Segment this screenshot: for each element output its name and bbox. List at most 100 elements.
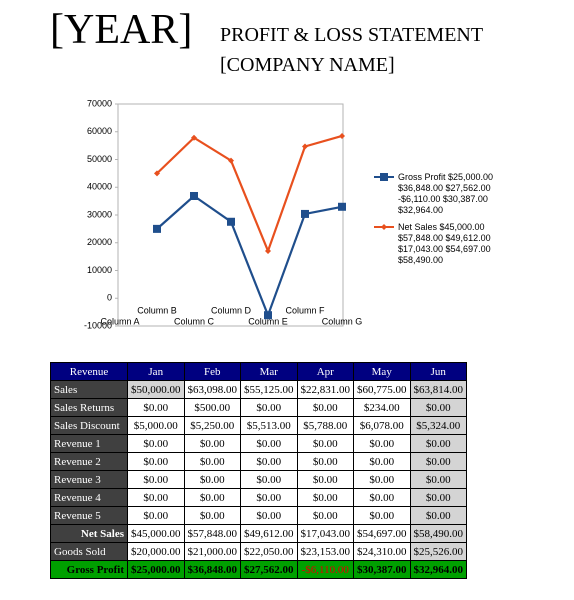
y-tick-label: 50000: [87, 154, 112, 164]
table-cell: $49,612.00: [240, 524, 298, 543]
table-cell: $25,000.00: [127, 560, 185, 579]
table-cell: $6,078.00: [353, 416, 411, 435]
table-cell: Revenue: [50, 362, 128, 381]
point: [338, 202, 346, 211]
table-cell: Gross Profit: [50, 560, 128, 579]
table-cell: $0.00: [127, 470, 185, 489]
table-cell: Feb: [183, 362, 241, 381]
point: [227, 217, 235, 226]
table-row: Net Sales $45,000.00 $57,848.00 $49,612.00 $…: [50, 524, 467, 543]
table-cell: $0.00: [409, 506, 467, 525]
y-tick-label: 20000: [87, 237, 112, 247]
table-cell: $0.00: [296, 434, 354, 453]
title: PROFIT & LOSS STATEMENT: [220, 24, 484, 46]
x-tick-label: Column A: [100, 316, 139, 326]
table-row: Revenue 1 $0.00 $0.00 $0.00 $0.00 $0.00 $0.00: [50, 434, 467, 453]
table-cell: $50,000.00: [127, 380, 185, 399]
table-cell: $60,775.00: [353, 380, 411, 399]
legend-marker: [380, 173, 388, 181]
table-cell: $0.00: [240, 434, 298, 453]
table-cell: $5,788.00: [296, 416, 354, 435]
table-row: Gross Profit $25,000.00 $36,848.00 $27,562.…: [50, 560, 467, 579]
chart: -10000 0 10000 20000 30000 40000 50000 60000 700…: [84, 98, 394, 330]
table-cell: $0.00: [240, 506, 298, 525]
table-cell: Revenue 1: [50, 434, 128, 453]
table-cell: Mar: [240, 362, 298, 381]
table-cell: Goods Sold: [50, 542, 128, 561]
table-cell: $5,000.00: [127, 416, 185, 435]
x-tick-label: Column D: [211, 305, 252, 315]
table-cell: Net Sales: [50, 524, 128, 543]
table-cell: $5,513.00: [240, 416, 298, 435]
table-cell: $24,310.00: [353, 542, 411, 561]
y-tick-label: 60000: [87, 126, 112, 136]
pl-table: Revenue Jan Feb Mar Apr May Jun Sales $50,000.00…: [50, 362, 467, 579]
table-cell: $45,000.00: [127, 524, 185, 543]
point: [228, 157, 234, 164]
legend-entry: Net Sales $45,000.00 $57,848.00 $49,612.…: [398, 222, 491, 265]
point: [339, 132, 345, 139]
y-tick-label: -10000: [84, 320, 112, 330]
table-cell: $0.00: [353, 506, 411, 525]
table-cell: $27,562.00: [240, 560, 298, 579]
table-cell: May: [353, 362, 411, 381]
table-cell: $0.00: [409, 452, 467, 471]
table-cell: $17,043.00: [296, 524, 354, 543]
table-cell: $20,000.00: [127, 542, 185, 561]
table-cell: $22,831.00: [296, 380, 354, 399]
table-cell: $0.00: [353, 452, 411, 471]
table-cell: $63,098.00: [183, 380, 241, 399]
table-cell: $0.00: [353, 470, 411, 489]
table-cell: Jun: [409, 362, 467, 381]
table-cell: Sales Discount: [50, 416, 128, 435]
y-tick-label: 40000: [87, 182, 112, 192]
table-cell: Sales: [50, 380, 128, 399]
x-tick-label: Column C: [174, 316, 215, 326]
table-row: Sales Discount $5,000.00 $5,250.00 $5,513.0…: [50, 416, 467, 435]
x-tick-label: Column G: [322, 316, 363, 326]
point: [190, 191, 198, 200]
table-cell: $0.00: [240, 452, 298, 471]
table-cell: Revenue 3: [50, 470, 128, 489]
point: [265, 247, 271, 254]
table-row: Revenue 4 $0.00 $0.00 $0.00 $0.00 $0.00 $0.00: [50, 488, 467, 507]
table-row: Revenue 2 $0.00 $0.00 $0.00 $0.00 $0.00 $0.00: [50, 452, 467, 471]
table-cell: $0.00: [240, 470, 298, 489]
table-row: Sales $50,000.00 $63,098.00 $55,125.00 $22,8…: [50, 380, 467, 399]
table-cell: $0.00: [127, 434, 185, 453]
table-cell: $0.00: [183, 434, 241, 453]
table-cell: $0.00: [296, 488, 354, 507]
point: [302, 143, 308, 150]
table-cell: Sales Returns: [50, 398, 128, 417]
table-cell: $234.00: [353, 398, 411, 417]
table-cell: $0.00: [296, 470, 354, 489]
point: [153, 224, 161, 233]
table-cell: $0.00: [409, 434, 467, 453]
point: [301, 209, 309, 218]
table-cell: Revenue 5: [50, 506, 128, 525]
table-cell: $500.00: [183, 398, 241, 417]
series-line: [156, 134, 343, 255]
table-cell: $57,848.00: [183, 524, 241, 543]
table-row: Revenue 3 $0.00 $0.00 $0.00 $0.00 $0.00 $0.00: [50, 470, 467, 489]
table-cell: $0.00: [409, 470, 467, 489]
table-cell: $58,490.00: [409, 524, 467, 543]
y-tick-label: 0: [107, 293, 112, 303]
point: [154, 170, 160, 177]
table-cell: Revenue 4: [50, 488, 128, 507]
table-cell: $63,814.00: [409, 380, 467, 399]
table-cell: $0.00: [127, 398, 185, 417]
table-cell: $0.00: [409, 488, 467, 507]
table-cell: $0.00: [127, 488, 185, 507]
table-row: Revenue 5 $0.00 $0.00 $0.00 $0.00 $0.00 $0.00: [50, 506, 467, 525]
x-tick-label: Column F: [285, 305, 325, 315]
table-cell: $0.00: [240, 398, 298, 417]
table-cell: $0.00: [296, 506, 354, 525]
table-cell: $0.00: [127, 506, 185, 525]
table-cell: $5,250.00: [183, 416, 241, 435]
table-row: Sales Returns $0.00 $500.00 $0.00 $0.00 $234.…: [50, 398, 467, 417]
table-cell: $0.00: [183, 488, 241, 507]
table-cell: $0.00: [409, 398, 467, 417]
table-cell: $0.00: [183, 470, 241, 489]
